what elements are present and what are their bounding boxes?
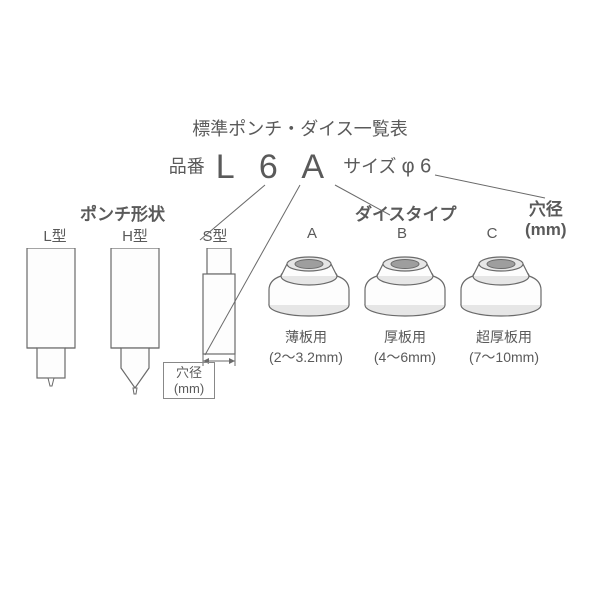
die-letter-A: A bbox=[272, 225, 352, 242]
die-B bbox=[361, 250, 449, 330]
size-value: φ 6 bbox=[402, 155, 432, 177]
punch-L bbox=[25, 248, 77, 408]
die-A-label: 薄板用 bbox=[285, 329, 327, 345]
punch-names-row: L型 H型 S型 bbox=[25, 225, 245, 246]
die-text-B: 厚板用 (4～6mm) bbox=[359, 328, 451, 367]
punch-section-label: ポンチ形状 bbox=[80, 200, 165, 225]
dies-group bbox=[265, 250, 545, 330]
punch-name-L: L型 bbox=[25, 225, 85, 246]
punch-H bbox=[109, 248, 161, 408]
die-C bbox=[457, 250, 545, 330]
code-value: L 6 A bbox=[216, 148, 332, 186]
die-text-C: 超厚板用 (7～10mm) bbox=[458, 328, 550, 367]
die-section-label: ダイスタイプ bbox=[355, 200, 457, 225]
die-A bbox=[265, 250, 353, 330]
die-text-A: 薄板用 (2～3.2mm) bbox=[260, 328, 352, 367]
size-label: サイズ bbox=[343, 156, 396, 176]
chart-title: 標準ポンチ・ダイス一覧表 bbox=[0, 115, 600, 141]
die-B-range: (4～6mm) bbox=[374, 349, 436, 365]
die-letters-row: A B C bbox=[272, 225, 532, 242]
die-B-label: 厚板用 bbox=[384, 329, 426, 345]
code-prefix: 品番 bbox=[169, 156, 205, 176]
die-A-range: (2～3.2mm) bbox=[269, 349, 343, 365]
hole-anno-line1: 穴径 bbox=[176, 365, 202, 380]
code-line: 品番 L 6 A サイズ φ 6 bbox=[0, 148, 600, 187]
punch-name-H: H型 bbox=[105, 225, 165, 246]
die-letter-C: C bbox=[452, 225, 532, 242]
die-letter-B: B bbox=[362, 225, 442, 242]
hole-diameter-annotation: 穴径 (mm) bbox=[163, 362, 215, 399]
die-texts-row: 薄板用 (2～3.2mm) 厚板用 (4～6mm) 超厚板用 (7～10mm) bbox=[260, 328, 550, 367]
die-C-range: (7～10mm) bbox=[469, 349, 539, 365]
hole-anno-line2: (mm) bbox=[174, 381, 204, 396]
die-C-label: 超厚板用 bbox=[476, 329, 532, 345]
punch-name-S: S型 bbox=[185, 225, 245, 246]
hole-label-line1: 穴径 bbox=[529, 200, 563, 219]
